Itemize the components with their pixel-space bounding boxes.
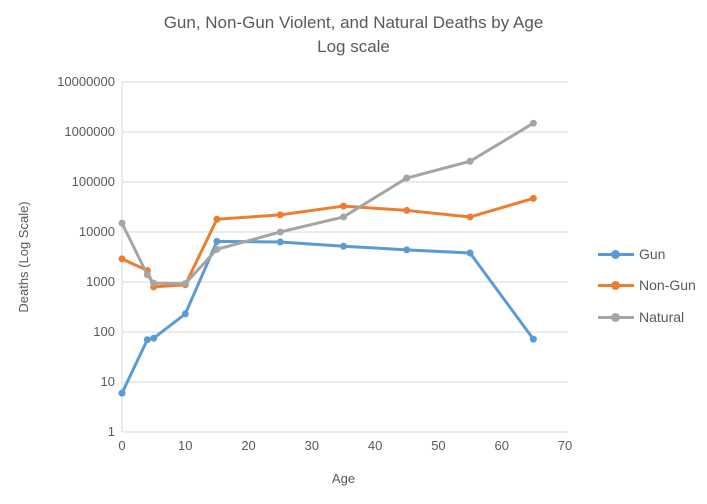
series-marker-gun	[276, 238, 284, 246]
series-line-gun	[120, 239, 535, 395]
legend-swatch-natural-icon	[598, 312, 634, 322]
series-marker-gun	[213, 237, 221, 245]
y-tick-label: 1000000	[64, 124, 115, 139]
series-marker-gun	[529, 335, 537, 343]
series-marker-non-gun	[276, 211, 284, 219]
series-marker-natural	[340, 213, 347, 221]
legend-item-gun: Gun	[598, 246, 665, 262]
series-marker-non-gun	[403, 206, 411, 214]
series-marker-natural	[143, 271, 151, 279]
series-line-non-gun	[120, 196, 535, 289]
y-tick-label: 100	[93, 324, 115, 339]
chart-title: Gun, Non-Gun Violent, and Natural Deaths…	[0, 11, 707, 59]
series-marker-natural	[213, 245, 221, 253]
series-marker-gun	[403, 246, 411, 254]
x-tick-label: 50	[431, 438, 446, 453]
x-tick-label: 60	[494, 438, 509, 453]
legend-label-natural: Natural	[639, 309, 685, 325]
x-tick-label: 70	[557, 438, 573, 453]
y-axis-title: Deaths (Log Scale)	[16, 201, 31, 313]
x-tick-label: 30	[304, 438, 320, 453]
series-marker-natural	[403, 174, 411, 182]
legend-swatch-non-gun-icon	[598, 280, 634, 290]
chart-title-line2: Log scale	[317, 37, 390, 56]
series-marker-natural	[181, 280, 189, 288]
legend-label-gun: Gun	[639, 246, 666, 262]
x-tick-label: 20	[241, 438, 256, 453]
series-marker-non-gun	[213, 215, 221, 223]
series-line-natural	[120, 121, 535, 286]
x-axis-title: Age	[331, 471, 356, 486]
series-marker-natural	[118, 219, 126, 227]
series-marker-non-gun	[340, 202, 347, 210]
y-tick-label: 1000	[86, 274, 115, 289]
series-marker-non-gun	[118, 255, 126, 263]
series-marker-natural	[276, 228, 284, 236]
legend-swatch-gun-icon	[598, 249, 634, 259]
y-tick-label: 10000000	[57, 74, 115, 89]
y-tick-label: 1	[107, 424, 115, 439]
series-marker-gun	[150, 334, 158, 342]
series-marker-gun	[340, 242, 347, 250]
x-tick-label: 0	[118, 438, 126, 453]
series-marker-gun	[143, 336, 151, 344]
legend-item-non-gun: Non-Gun	[598, 277, 696, 293]
series-marker-natural	[150, 279, 158, 287]
series-marker-gun	[466, 249, 474, 257]
series-marker-natural	[529, 119, 537, 127]
series-marker-non-gun	[529, 194, 537, 202]
series-marker-natural	[466, 157, 474, 165]
legend-item-natural: Natural	[598, 309, 684, 325]
y-tick-label: 10	[100, 374, 115, 389]
legend-label-non-gun: Non-Gun	[639, 277, 696, 293]
y-tick-label: 10000	[78, 224, 115, 239]
y-tick-label: 100000	[71, 174, 115, 189]
series-marker-gun	[181, 310, 189, 318]
x-tick-label: 40	[367, 438, 383, 453]
series-marker-gun	[118, 389, 126, 397]
chart-title-line1: Gun, Non-Gun Violent, and Natural Deaths…	[163, 13, 544, 32]
series-marker-non-gun	[466, 213, 474, 221]
x-tick-label: 10	[178, 438, 193, 453]
